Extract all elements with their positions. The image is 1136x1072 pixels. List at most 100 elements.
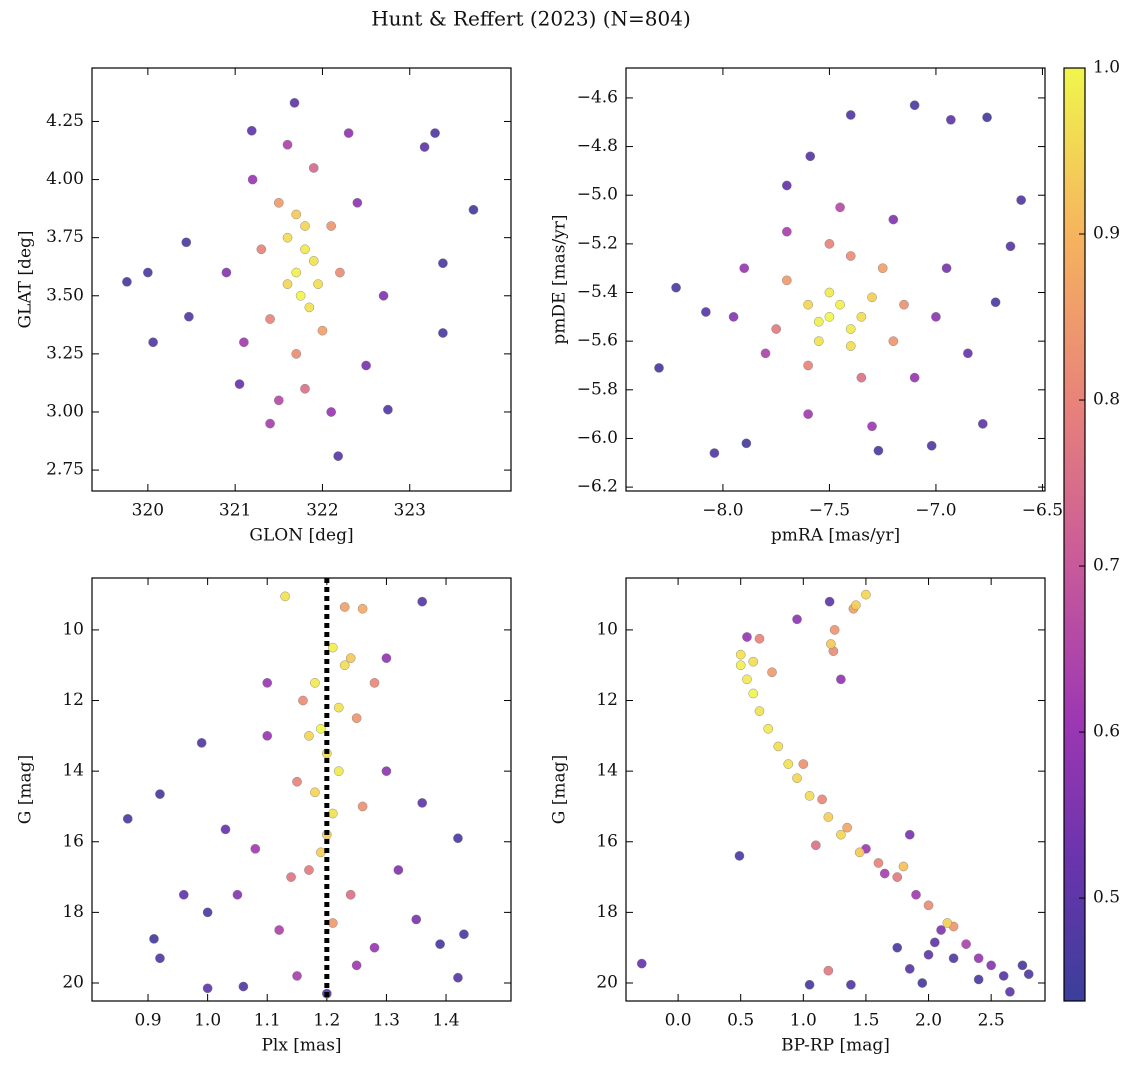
- data-point: [316, 847, 326, 858]
- y-tick-label: −5.2: [577, 233, 618, 253]
- data-point: [803, 409, 813, 419]
- colorbar-tick-label: 1.0: [1093, 58, 1120, 78]
- data-point: [247, 174, 258, 185]
- data-point: [1016, 195, 1026, 205]
- data-point: [274, 395, 284, 406]
- y-tick-label: 4.25: [46, 111, 84, 131]
- data-point: [842, 822, 852, 833]
- data-point: [845, 251, 856, 261]
- axes-frame: [91, 67, 512, 492]
- data-point: [178, 889, 189, 900]
- data-point: [923, 949, 934, 960]
- data-point: [369, 942, 380, 953]
- data-point: [300, 221, 310, 231]
- data-point: [265, 418, 275, 429]
- data-point: [998, 971, 1009, 981]
- data-point: [468, 204, 479, 215]
- data-point: [246, 125, 257, 136]
- data-point: [430, 128, 440, 138]
- x-tick-label: 1.3: [373, 1011, 400, 1031]
- colorbar-tick-label: 0.9: [1093, 224, 1120, 244]
- x-tick-label: −7.5: [809, 501, 850, 521]
- y-tick-label: 18: [62, 902, 84, 922]
- data-point: [782, 275, 792, 286]
- data-point: [148, 337, 158, 348]
- data-point: [835, 299, 845, 310]
- data-point: [282, 232, 293, 243]
- data-point: [351, 960, 362, 971]
- data-point: [782, 226, 792, 237]
- data-point: [196, 738, 207, 748]
- y-tick-label: −4.6: [577, 87, 618, 107]
- data-point: [856, 372, 867, 383]
- data-point: [771, 324, 781, 334]
- data-point: [411, 914, 422, 925]
- data-point: [845, 324, 856, 334]
- x-tick-label: 2.5: [978, 1011, 1005, 1031]
- data-point: [292, 971, 302, 981]
- data-point: [300, 244, 310, 255]
- data-point: [701, 307, 711, 317]
- data-point: [826, 639, 836, 649]
- data-point: [930, 937, 940, 948]
- data-point: [892, 872, 903, 882]
- data-point: [829, 625, 840, 635]
- data-point: [238, 981, 249, 992]
- y-axis-label: G [mag]: [16, 755, 36, 824]
- data-point: [239, 337, 249, 348]
- data-point: [917, 978, 928, 988]
- x-tick-label: −8.0: [702, 501, 743, 521]
- data-point: [773, 741, 784, 752]
- data-point: [803, 299, 813, 310]
- data-point: [274, 198, 284, 208]
- data-point: [339, 660, 350, 671]
- data-point: [327, 808, 338, 819]
- data-point: [343, 128, 354, 138]
- data-point: [417, 596, 427, 607]
- x-tick-label: 1.0: [194, 1011, 221, 1031]
- x-axis-label: Plx [mas]: [261, 1036, 341, 1056]
- data-point: [317, 325, 328, 336]
- data-point: [326, 407, 336, 417]
- data-point: [823, 812, 834, 822]
- data-point: [798, 759, 809, 769]
- data-point: [792, 773, 802, 784]
- data-point: [856, 312, 867, 322]
- x-axis-label: pmRA [mas/yr]: [771, 526, 900, 546]
- data-point: [383, 404, 393, 415]
- data-point: [854, 847, 865, 858]
- data-point: [256, 244, 267, 255]
- data-point: [438, 328, 448, 338]
- data-point: [326, 221, 336, 231]
- data-point: [804, 979, 815, 990]
- data-point: [742, 674, 752, 685]
- data-point: [345, 653, 356, 663]
- data-point: [942, 918, 953, 928]
- data-point: [748, 656, 759, 667]
- y-tick-label: 2.75: [46, 460, 84, 480]
- figure-title: Hunt & Reffert (2023) (N=804): [371, 7, 691, 31]
- data-point: [1023, 969, 1034, 979]
- data-point: [221, 267, 232, 278]
- y-axis-label: GLAT [deg]: [16, 230, 36, 328]
- data-point: [735, 660, 746, 671]
- data-point: [295, 290, 306, 301]
- colorbar-tick-label: 0.6: [1093, 722, 1120, 742]
- data-point: [898, 861, 909, 872]
- data-point: [417, 798, 427, 808]
- x-tick-label: −7.0: [915, 501, 956, 521]
- x-axis-label: GLON [deg]: [249, 526, 353, 546]
- data-point: [1005, 987, 1015, 997]
- y-tick-label: 3.25: [46, 343, 84, 363]
- y-tick-label: −6.0: [577, 428, 618, 448]
- data-point: [345, 889, 356, 900]
- y-tick-label: 16: [596, 831, 618, 851]
- data-point: [310, 787, 320, 798]
- data-point: [339, 602, 350, 612]
- data-point: [963, 348, 973, 359]
- data-point: [202, 983, 213, 994]
- data-point: [824, 596, 835, 607]
- data-point: [327, 642, 338, 653]
- data-point: [977, 419, 988, 429]
